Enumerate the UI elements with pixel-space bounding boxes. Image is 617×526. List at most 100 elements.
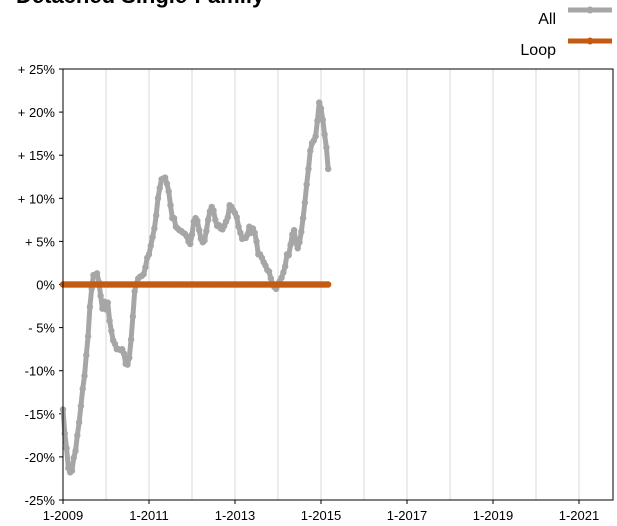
series-all-point — [296, 239, 303, 246]
y-tick-label: -10% — [25, 364, 56, 379]
x-tick-label: 1-2015 — [301, 508, 341, 523]
series-all — [59, 99, 332, 476]
series-all-point — [108, 327, 115, 335]
series-all-point — [126, 354, 133, 361]
x-tick-label: 1-2011 — [129, 508, 169, 523]
series-all-point — [280, 269, 287, 276]
series-all-point — [323, 144, 330, 151]
series-all-point — [165, 188, 172, 195]
series-all-point — [104, 299, 111, 306]
series-all-point — [161, 174, 169, 181]
x-tick-label: 1-2017 — [387, 508, 427, 523]
series-all-point — [307, 147, 314, 155]
series-all-point — [163, 180, 171, 187]
legend-label: Loop — [520, 42, 556, 59]
series-all-point — [321, 131, 328, 138]
series-all-point — [314, 117, 321, 124]
x-tick-label: 1-2021 — [559, 508, 599, 523]
series-all-point — [129, 313, 137, 320]
series-all-point — [97, 292, 104, 299]
series-all-point — [131, 288, 138, 295]
series-all-point — [299, 214, 307, 222]
series-all-point — [72, 447, 79, 455]
series-loop — [59, 281, 332, 288]
series-all-point — [102, 306, 110, 313]
y-tick-label: -15% — [25, 407, 56, 422]
series-all-point — [204, 216, 212, 224]
series-all-point — [151, 225, 158, 232]
series-all-point — [212, 216, 219, 224]
y-tick-label: + 10% — [18, 191, 56, 206]
series-all-point — [265, 268, 273, 275]
series-all-point — [152, 212, 160, 219]
series-all-point — [74, 432, 81, 439]
series-all-point — [312, 133, 319, 140]
series-all-point — [319, 116, 326, 124]
series-all-point — [156, 184, 163, 192]
series-all-point — [188, 231, 196, 238]
series-all-point — [303, 181, 310, 188]
series-all-point — [149, 233, 156, 241]
series-all-point — [170, 214, 178, 222]
legend: All Loop — [520, 6, 612, 59]
series-all-point — [290, 226, 298, 234]
series-all-point — [281, 263, 289, 270]
y-tick-label: - 5% — [28, 321, 55, 336]
series-all-point — [298, 228, 305, 236]
series-all-point — [120, 350, 128, 357]
x-tick-label: 1-2019 — [473, 508, 513, 523]
series-all-point — [68, 467, 76, 474]
y-tick-label: + 5% — [25, 234, 55, 249]
series-all-point — [70, 454, 77, 461]
y-tick-label: + 20% — [18, 105, 56, 120]
series-all-point — [324, 165, 332, 173]
plot-frame — [62, 68, 614, 501]
y-tick-label: -25% — [25, 493, 56, 508]
series-all-point — [301, 199, 309, 206]
series-all-point — [194, 217, 201, 224]
series-all-point — [201, 237, 208, 244]
y-tick-label: 0% — [36, 278, 55, 293]
series-all-point — [224, 214, 232, 221]
y-tick-label: + 25% — [18, 62, 56, 77]
series-all-point — [316, 99, 323, 106]
axis-ticks: 1-2009 1-2011 1-2013 1-2015 1-2017 1-2019 1-20… — [18, 62, 599, 523]
series-all-point — [195, 226, 203, 234]
series-all-point — [285, 251, 292, 259]
series-all-point — [305, 165, 312, 173]
y-tick-label: -20% — [25, 450, 56, 465]
legend-label: All — [538, 11, 556, 28]
chart-title: Detached Single-Family — [16, 0, 265, 8]
series-all-point — [154, 195, 162, 202]
series-all-point — [124, 361, 131, 368]
legend-swatch-marker — [586, 6, 594, 14]
legend-swatch-marker — [586, 37, 594, 45]
x-tick-label: 1-2013 — [215, 508, 255, 523]
series-all-point — [84, 333, 92, 340]
series-loop-point — [324, 281, 332, 288]
series-all-point — [142, 264, 149, 271]
series-all-point — [237, 229, 244, 236]
x-tick-label: 1-2009 — [43, 508, 83, 523]
series-all-point — [145, 251, 153, 258]
series-all-point — [251, 229, 258, 236]
series-all-point — [278, 274, 285, 281]
series-all-point — [187, 240, 194, 248]
series-all-point — [75, 419, 83, 426]
series-all-point — [111, 340, 119, 348]
series-all-point — [287, 241, 294, 249]
series-all-point — [317, 105, 325, 112]
series-all-point — [93, 270, 101, 277]
series-all-point — [203, 227, 210, 235]
series-all-point — [294, 245, 301, 252]
series-all-point — [86, 303, 94, 311]
series-all-point — [183, 233, 190, 240]
series-all-point — [106, 317, 113, 324]
y-tick-label: + 15% — [18, 148, 56, 163]
series-all-point — [140, 270, 147, 278]
series-all-point — [210, 207, 217, 214]
series-all-point — [79, 385, 86, 393]
series-all-point — [253, 238, 260, 245]
series-all-point — [167, 201, 174, 209]
